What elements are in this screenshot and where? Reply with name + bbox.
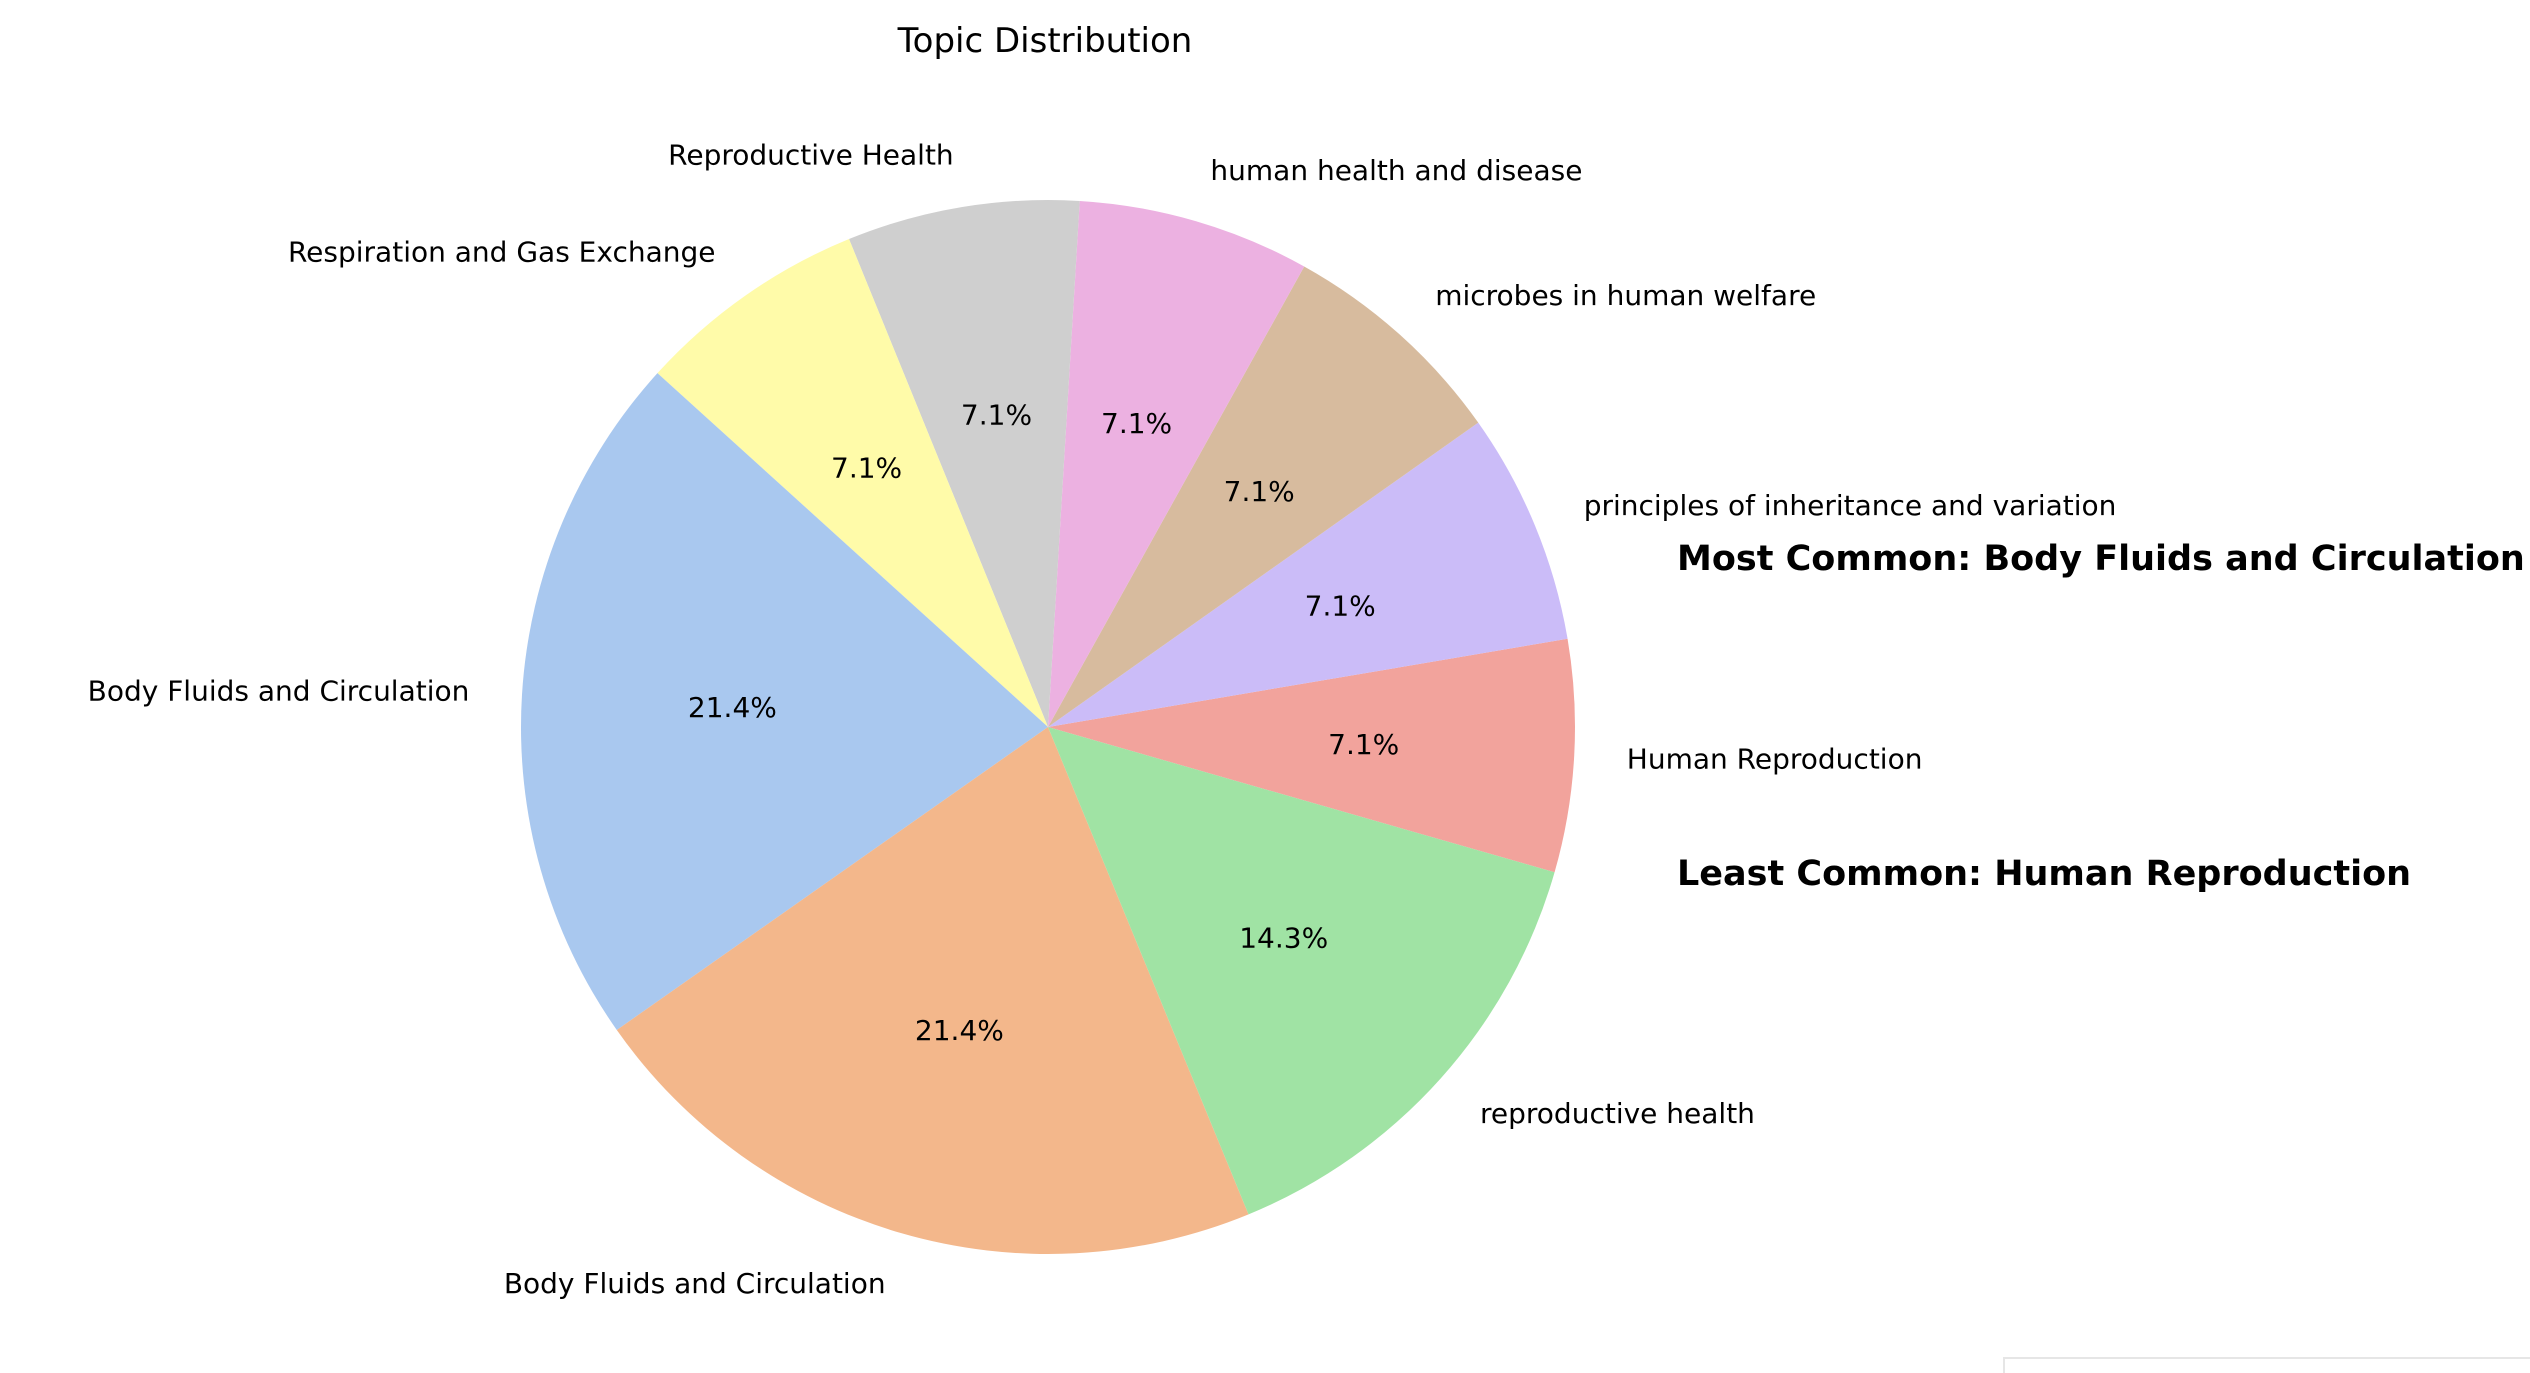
slice-percent-label: 7.1% <box>961 399 1032 432</box>
slice-percent-label: 21.4% <box>688 691 777 724</box>
pie-slice <box>520 373 1048 1030</box>
most-common-annotation: Most Common: Body Fluids and Circulation <box>1677 539 2525 579</box>
slice-category-label: microbes in human welfare <box>1435 279 1816 312</box>
pie-slice <box>1048 422 1568 727</box>
slice-percent-label: 21.4% <box>915 1014 1004 1047</box>
pie-slice <box>849 200 1080 728</box>
pie-slice <box>657 239 1048 727</box>
slice-percent-label: 7.1% <box>1101 407 1172 440</box>
slice-category-label: Human Reproduction <box>1627 743 1923 776</box>
pie-slice <box>616 727 1249 1255</box>
chart-title: Topic Distribution <box>897 21 1193 61</box>
window-corner-panel <box>2003 1357 2530 1373</box>
pie-slice <box>1048 727 1555 1215</box>
pie-slice <box>1048 200 1305 727</box>
slice-category-label: Reproductive Health <box>668 139 954 172</box>
slice-category-label: Body Fluids and Circulation <box>504 1267 886 1300</box>
pie-slice <box>1048 266 1479 727</box>
slice-category-label: Respiration and Gas Exchange <box>288 236 716 269</box>
pie-slice <box>1048 638 1575 873</box>
slice-percent-label: 7.1% <box>1328 728 1399 761</box>
slice-percent-label: 7.1% <box>1224 475 1295 508</box>
pie-labels: 7.1% Human Reproduction 7.1% principles of … <box>88 139 2117 1301</box>
least-common-annotation: Least Common: Human Reproduction <box>1677 854 2411 894</box>
pie-slices <box>520 200 1575 1255</box>
slice-category-label: reproductive health <box>1480 1097 1755 1130</box>
slice-percent-label: 7.1% <box>831 452 902 485</box>
slice-category-label: Body Fluids and Circulation <box>88 675 470 708</box>
slice-percent-label: 14.3% <box>1239 921 1328 954</box>
slice-percent-label: 7.1% <box>1305 590 1376 623</box>
slice-category-label: human health and disease <box>1210 154 1582 187</box>
slice-category-label: principles of inheritance and variation <box>1584 489 2117 522</box>
